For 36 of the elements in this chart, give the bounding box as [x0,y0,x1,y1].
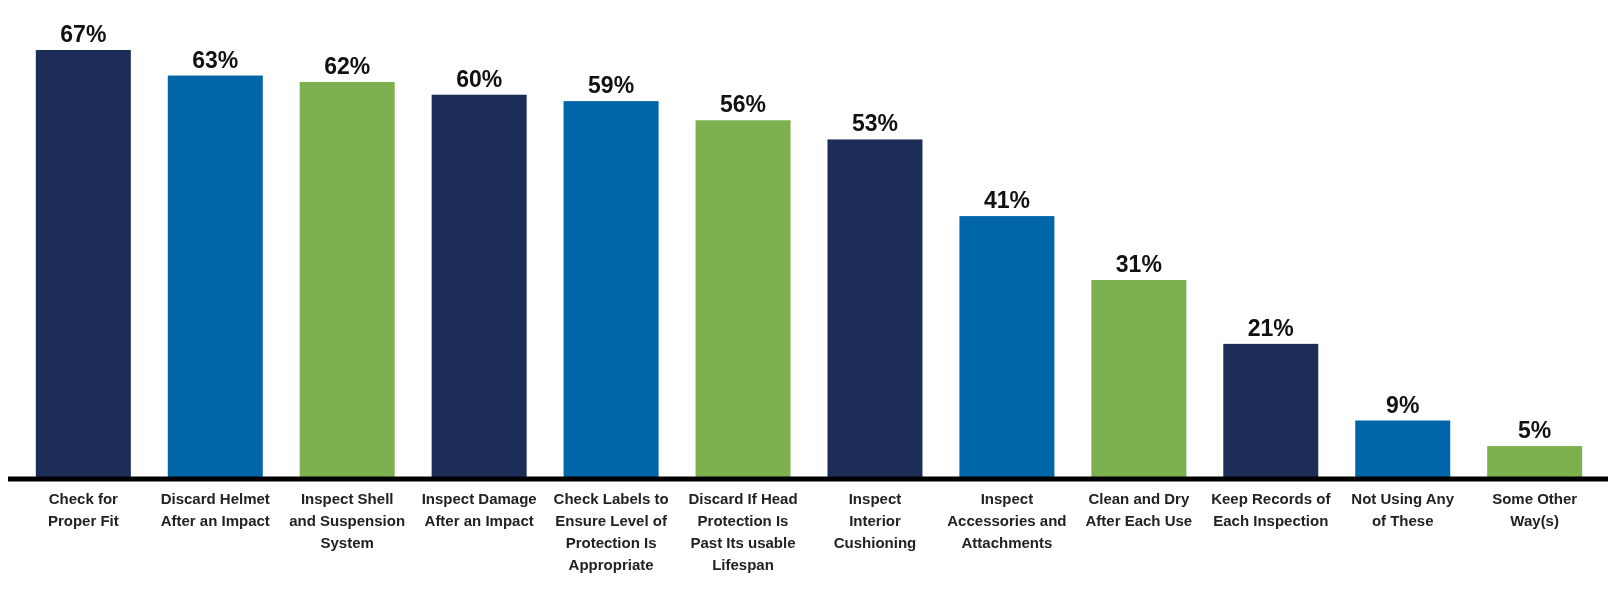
data-label: 9% [1386,391,1420,418]
bar [167,75,263,478]
bar [563,101,659,478]
data-label: 59% [588,72,635,99]
data-label: 67% [60,21,107,47]
data-label: 62% [324,52,371,79]
x-tick-label: Check for Proper Fit [47,490,119,529]
x-tick-label: Inspect Shell and Suspension System [289,490,406,551]
data-label: 56% [720,91,767,118]
data-label: 5% [1518,417,1552,444]
data-label: 21% [1247,314,1294,341]
bar [299,81,395,478]
x-tick-label: Discard Helmet After an Impact [160,490,270,529]
bar [35,50,131,478]
x-tick-label: Inspect Accessories and Attachments [947,490,1067,551]
data-label: 53% [851,110,898,137]
bar [1091,279,1187,478]
x-tick-label: Discard If Head Protection Is Past Its usable Lifespan [688,490,798,573]
bar [1355,420,1451,478]
bar [827,139,923,478]
bar [431,94,527,478]
bar [1223,343,1319,478]
data-label: 41% [983,187,1030,214]
x-tick-label: Inspect Interior Cushioning [833,490,917,551]
bar [1487,446,1583,478]
x-tick-label: Clean and Dry After Each Use [1085,490,1193,529]
bar [695,120,791,478]
bar [959,216,1055,478]
x-tick-label: Not Using Any of These [1351,490,1455,529]
data-label: 60% [456,65,503,92]
x-tick-label: Some Other Way(s) [1492,490,1578,529]
data-label: 63% [192,46,239,73]
x-tick-label: Check Labels to Ensure Level of Protection Is Appropriate [553,490,669,573]
data-label: 31% [1115,250,1162,277]
x-tick-label: Inspect Damage After an Impact [421,490,537,529]
x-tick-label: Keep Records of Each Inspection [1211,490,1332,529]
